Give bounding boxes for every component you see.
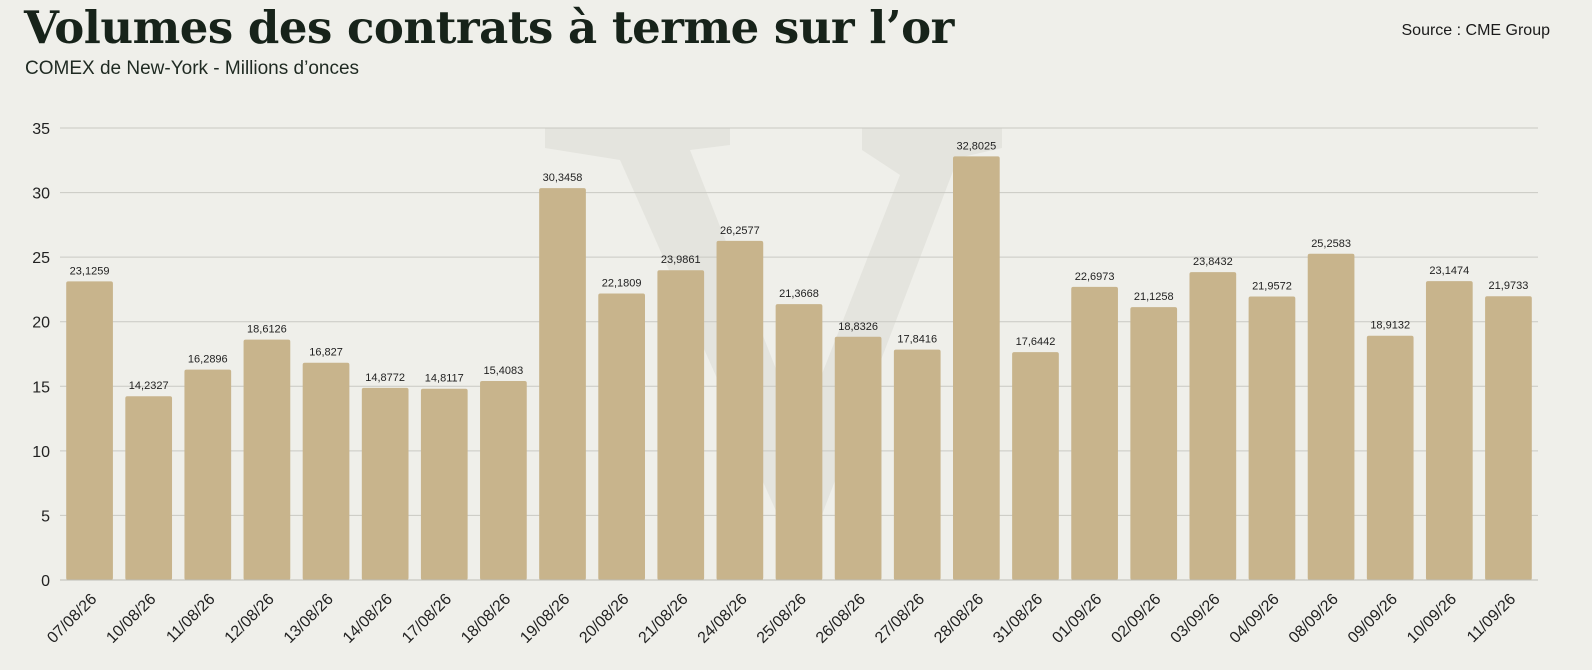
y-tick-label: 35 — [32, 121, 50, 138]
data-label: 17,8416 — [897, 334, 937, 346]
bar — [1248, 296, 1296, 580]
y-tick-label: 25 — [32, 250, 50, 267]
x-tick-label: 09/09/26 — [1345, 591, 1401, 647]
y-axis: 0 5 10 15 20 25 30 35 — [32, 121, 50, 590]
y-tick-label: 30 — [32, 186, 50, 203]
data-label: 18,8326 — [838, 321, 878, 333]
x-tick-label: 20/08/26 — [576, 591, 632, 647]
data-label: 22,1809 — [602, 278, 642, 290]
bar — [1307, 253, 1355, 580]
source-note: Source : CME Group — [1401, 22, 1551, 39]
bar — [125, 396, 173, 580]
bar — [243, 339, 291, 580]
y-tick-label: 0 — [41, 573, 50, 590]
x-tick-label: 28/08/26 — [931, 591, 987, 647]
x-tick-label: 11/08/26 — [163, 591, 218, 646]
x-tick-label: 19/08/26 — [517, 591, 573, 647]
data-label: 18,9132 — [1370, 320, 1410, 332]
data-label: 21,9733 — [1489, 280, 1529, 292]
data-label: 17,6442 — [1016, 336, 1056, 348]
x-tick-label: 07/08/26 — [44, 591, 100, 647]
bars — [66, 156, 1532, 581]
bar — [893, 349, 941, 580]
data-label: 22,6973 — [1075, 271, 1115, 283]
x-tick-label: 10/08/26 — [103, 591, 159, 647]
bar — [361, 387, 409, 580]
watermark-shape — [545, 128, 1002, 520]
data-label: 23,1474 — [1429, 265, 1469, 277]
y-tick-label: 15 — [32, 379, 50, 396]
x-tick-label: 14/08/26 — [340, 591, 396, 647]
bar — [1366, 335, 1414, 580]
data-label: 32,8025 — [956, 140, 996, 152]
x-tick-label: 02/09/26 — [1108, 591, 1164, 647]
data-label: 16,2896 — [188, 354, 228, 366]
x-tick-label: 12/08/26 — [222, 591, 278, 647]
data-label: 23,1259 — [70, 265, 110, 277]
bar — [302, 362, 350, 580]
data-label: 16,827 — [309, 347, 343, 359]
data-label: 25,2583 — [1311, 238, 1351, 250]
x-tick-label: 04/09/26 — [1227, 591, 1283, 647]
data-label: 14,8772 — [365, 372, 405, 384]
y-tick-label: 20 — [32, 315, 50, 332]
watermark-logo — [545, 128, 1002, 520]
data-label: 18,6126 — [247, 324, 287, 336]
data-label: 30,3458 — [543, 172, 583, 184]
x-tick-label: 18/08/26 — [458, 591, 514, 647]
bar — [480, 381, 527, 580]
data-labels: 23,1259 14,2327 16,2896 18,6126 16,827 14,877… — [70, 140, 1529, 392]
data-label: 23,8432 — [1193, 256, 1233, 268]
bar — [834, 336, 882, 580]
x-tick-label: 26/08/26 — [813, 591, 869, 647]
x-tick-label: 10/09/26 — [1404, 591, 1460, 647]
bar — [1012, 352, 1059, 580]
data-label: 21,9572 — [1252, 280, 1292, 292]
data-label: 14,8117 — [425, 373, 464, 385]
bar — [953, 156, 1000, 580]
bar — [420, 388, 468, 580]
bar — [598, 293, 645, 580]
bar — [539, 188, 586, 581]
data-label: 21,3668 — [779, 288, 819, 300]
bar — [66, 281, 113, 580]
data-label: 14,2327 — [129, 380, 169, 392]
bar — [1425, 281, 1473, 580]
x-tick-label: 25/08/26 — [754, 591, 810, 647]
data-label: 21,1258 — [1134, 291, 1174, 303]
x-tick-label: 24/08/26 — [695, 591, 751, 647]
bar — [1071, 286, 1118, 580]
x-tick-label: 27/08/26 — [872, 591, 928, 647]
bar — [716, 240, 764, 580]
bar — [184, 369, 232, 580]
y-tick-label: 5 — [41, 508, 50, 525]
x-tick-label: 13/08/26 — [281, 591, 337, 647]
bar — [775, 304, 823, 580]
x-tick-label: 11/09/26 — [1464, 591, 1519, 646]
bar — [1130, 307, 1178, 580]
x-tick-label: 17/08/26 — [399, 591, 455, 647]
chart-title: Volumes des contrats à terme sur l’or — [24, 1, 954, 54]
x-tick-label: 31/08/26 — [990, 591, 1046, 647]
x-tick-label: 01/09/26 — [1049, 591, 1105, 647]
x-axis: 07/08/26 10/08/26 11/08/26 12/08/26 13/08/26… — [44, 579, 1538, 647]
data-label: 15,4083 — [484, 365, 524, 377]
data-label: 23,9861 — [661, 254, 701, 266]
chart-subtitle: COMEX de New-York - Millions d’onces — [25, 58, 360, 79]
x-tick-label: 08/09/26 — [1286, 591, 1342, 647]
x-tick-label: 21/08/26 — [636, 591, 692, 647]
data-label: 26,2577 — [720, 225, 760, 237]
bar — [1189, 272, 1237, 580]
y-tick-label: 10 — [32, 444, 50, 461]
bar — [657, 270, 705, 580]
x-tick-label: 03/09/26 — [1168, 591, 1224, 647]
bar — [1485, 296, 1532, 580]
